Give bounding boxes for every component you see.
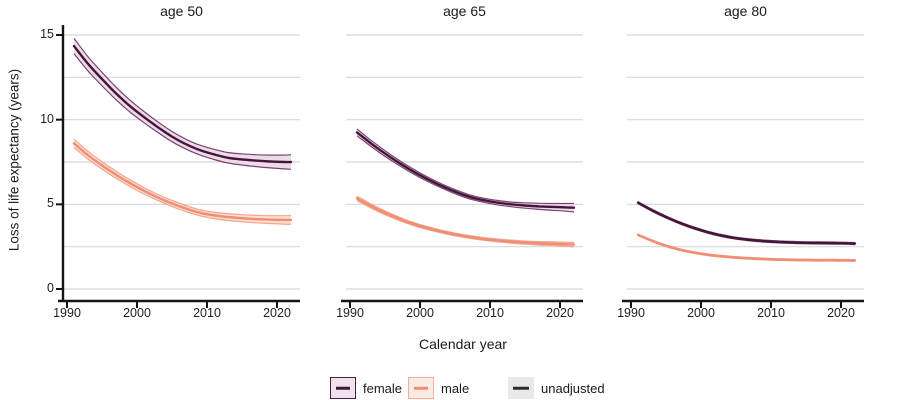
legend-item-female: female	[330, 377, 402, 399]
male-swatch-icon	[408, 377, 434, 399]
legend-label-male: male	[441, 380, 470, 396]
legend-label-unadjusted: unadjusted	[541, 380, 605, 396]
unadjusted-line-icon	[513, 386, 529, 390]
legend-label-female: female	[363, 380, 403, 396]
legend-item-unadjusted: unadjusted	[508, 377, 605, 399]
unadjusted-swatch-icon	[508, 377, 534, 399]
female-line-icon	[336, 386, 350, 390]
legend-item-male: male	[408, 377, 469, 399]
female-swatch-icon	[330, 377, 356, 399]
male-line-icon	[414, 386, 428, 390]
legend: female male unadjusted	[0, 374, 900, 400]
